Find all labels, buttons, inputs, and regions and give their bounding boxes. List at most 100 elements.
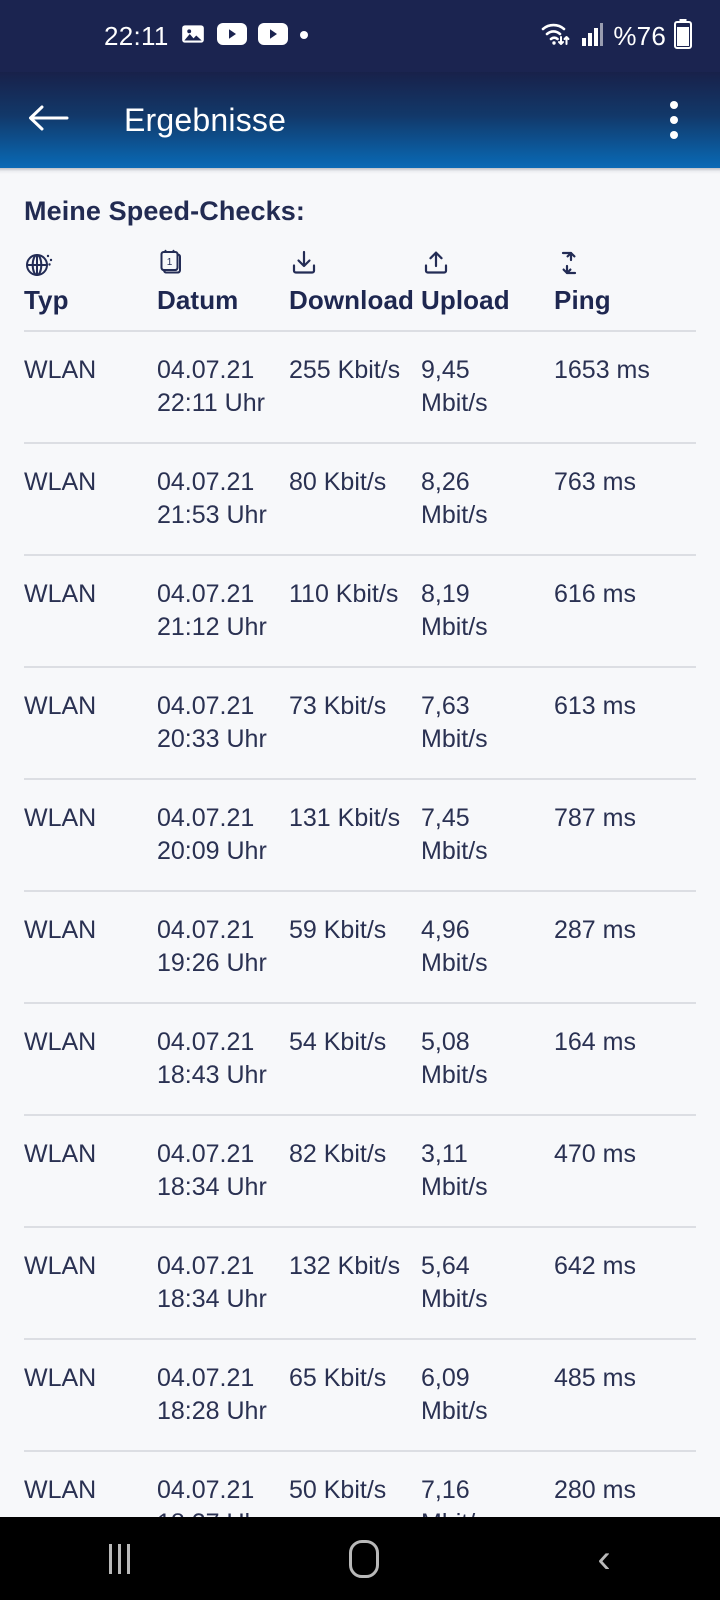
cell-upload-line2: Mbit/s bbox=[421, 949, 488, 977]
cell-download-line1: 80 Kbit/s bbox=[289, 468, 387, 496]
cell-upload-line2: Mbit/s bbox=[421, 389, 488, 417]
column-header-datum[interactable]: 1 Datum bbox=[157, 245, 289, 316]
cell-ping: 616 ms bbox=[554, 578, 696, 611]
table-row[interactable]: WLAN 04.07.21 20:33 Uhr 73 Kbit/s 7,63 Mbit/s… bbox=[0, 668, 720, 778]
status-bar-left: 22:11 bbox=[0, 21, 309, 52]
cell-upload: 7,63 Mbit/s bbox=[421, 690, 554, 756]
back-button[interactable] bbox=[0, 101, 96, 140]
row-divider bbox=[24, 666, 696, 668]
column-header-ping[interactable]: Ping bbox=[554, 245, 696, 316]
cell-upload-line1: 7,16 bbox=[421, 1476, 470, 1504]
results-table: Typ 1 Datum bbox=[0, 245, 720, 1600]
cell-typ-line1: WLAN bbox=[24, 916, 97, 944]
row-divider bbox=[24, 1450, 696, 1452]
cell-ping: 287 ms bbox=[554, 914, 696, 947]
table-row[interactable]: WLAN 04.07.21 18:34 Uhr 132 Kbit/s 5,64 Mbit/… bbox=[0, 1228, 720, 1338]
cell-upload-line1: 8,26 bbox=[421, 468, 470, 496]
cell-ping-line1: 470 ms bbox=[554, 1140, 636, 1168]
wifi-icon bbox=[539, 20, 573, 53]
table-row[interactable]: WLAN 04.07.21 18:28 Uhr 65 Kbit/s 6,09 Mbit/s… bbox=[0, 1340, 720, 1450]
home-button[interactable] bbox=[348, 1539, 379, 1578]
youtube-icon bbox=[216, 22, 247, 50]
table-row[interactable]: WLAN 04.07.21 20:09 Uhr 131 Kbit/s 7,45 Mbit/… bbox=[0, 780, 720, 890]
cell-datum-line1: 04.07.21 bbox=[157, 1252, 255, 1280]
cell-upload: 5,08 Mbit/s bbox=[421, 1026, 554, 1092]
cell-download: 54 Kbit/s bbox=[289, 1026, 421, 1059]
cell-datum-line1: 04.07.21 bbox=[157, 356, 255, 384]
table-row[interactable]: WLAN 04.07.21 19:26 Uhr 59 Kbit/s 4,96 Mbit/s… bbox=[0, 892, 720, 1002]
cell-typ: WLAN bbox=[24, 1250, 157, 1283]
column-header-label: Download bbox=[289, 285, 415, 315]
cell-upload-line2: Mbit/s bbox=[421, 501, 488, 529]
cell-typ: WLAN bbox=[24, 802, 157, 835]
cell-datum: 04.07.21 20:09 Uhr bbox=[157, 802, 289, 868]
cell-upload-line1: 9,45 bbox=[421, 356, 470, 384]
recent-apps-button[interactable] bbox=[109, 1543, 131, 1574]
cell-datum-line1: 04.07.21 bbox=[157, 1476, 255, 1504]
cell-upload-line2: Mbit/s bbox=[421, 613, 488, 641]
row-divider bbox=[24, 1338, 696, 1340]
back-chevron-icon: ‹ bbox=[597, 1536, 611, 1581]
back-nav-button[interactable]: ‹ bbox=[597, 1539, 610, 1579]
cell-ping: 787 ms bbox=[554, 802, 696, 835]
more-vertical-icon bbox=[670, 116, 678, 124]
cell-datum: 04.07.21 19:26 Uhr bbox=[157, 914, 289, 980]
cell-ping-line1: 642 ms bbox=[554, 1252, 636, 1280]
results-content: Meine Speed-Checks: bbox=[0, 174, 720, 1600]
column-header-upload[interactable]: Upload bbox=[421, 245, 554, 316]
cell-typ: WLAN bbox=[24, 354, 157, 387]
cell-typ-line1: WLAN bbox=[24, 580, 97, 608]
cell-ping: 470 ms bbox=[554, 1138, 696, 1171]
cell-ping-line1: 616 ms bbox=[554, 580, 636, 608]
cell-datum-line2: 18:34 Uhr bbox=[157, 1173, 267, 1201]
column-header-label: Ping bbox=[554, 285, 611, 315]
cell-datum-line1: 04.07.21 bbox=[157, 1028, 255, 1056]
system-navigation-bar: ‹ bbox=[0, 1517, 720, 1600]
cell-typ-line1: WLAN bbox=[24, 1140, 97, 1168]
cell-download: 131 Kbit/s bbox=[289, 802, 421, 835]
column-header-download[interactable]: Download bbox=[289, 245, 421, 316]
table-row[interactable]: WLAN 04.07.21 18:43 Uhr 54 Kbit/s 5,08 Mbit/s… bbox=[0, 1004, 720, 1114]
overflow-menu-button[interactable] bbox=[646, 92, 702, 148]
cell-upload-line1: 5,08 bbox=[421, 1028, 470, 1056]
cell-download-line1: 73 Kbit/s bbox=[289, 692, 387, 720]
row-divider bbox=[24, 1002, 696, 1004]
column-header-label: Upload bbox=[421, 285, 510, 315]
cell-upload: 8,26 Mbit/s bbox=[421, 466, 554, 532]
cell-ping-line1: 485 ms bbox=[554, 1364, 636, 1392]
cell-download-line1: 82 Kbit/s bbox=[289, 1140, 387, 1168]
status-bar: 22:11 bbox=[0, 0, 720, 72]
cell-download: 73 Kbit/s bbox=[289, 690, 421, 723]
more-vertical-icon bbox=[670, 131, 678, 139]
column-header-typ[interactable]: Typ bbox=[24, 245, 157, 316]
cell-upload-line1: 3,11 bbox=[421, 1140, 468, 1168]
cell-download: 80 Kbit/s bbox=[289, 466, 421, 499]
table-row[interactable]: WLAN 04.07.21 21:12 Uhr 110 Kbit/s 8,19 Mbit/… bbox=[0, 556, 720, 666]
cell-upload-line1: 7,63 bbox=[421, 692, 470, 720]
cell-ping-line1: 280 ms bbox=[554, 1476, 636, 1504]
cell-download: 82 Kbit/s bbox=[289, 1138, 421, 1171]
cell-download: 132 Kbit/s bbox=[289, 1250, 421, 1283]
page-title: Ergebnisse bbox=[124, 101, 287, 138]
cell-download-line1: 255 Kbit/s bbox=[289, 356, 401, 384]
cell-datum-line2: 18:43 Uhr bbox=[157, 1061, 267, 1089]
cell-download: 110 Kbit/s bbox=[289, 578, 421, 611]
cell-upload: 9,45 Mbit/s bbox=[421, 354, 554, 420]
cell-typ: WLAN bbox=[24, 1026, 157, 1059]
battery-icon bbox=[674, 18, 692, 54]
cell-upload-line1: 8,19 bbox=[421, 580, 470, 608]
cell-ping: 642 ms bbox=[554, 1250, 696, 1283]
cell-datum-line1: 04.07.21 bbox=[157, 804, 255, 832]
cell-datum: 04.07.21 18:43 Uhr bbox=[157, 1026, 289, 1092]
row-divider bbox=[24, 778, 696, 780]
cell-typ: WLAN bbox=[24, 914, 157, 947]
table-row[interactable]: WLAN 04.07.21 21:53 Uhr 80 Kbit/s 8,26 Mbit/s… bbox=[0, 444, 720, 554]
cell-datum-line1: 04.07.21 bbox=[157, 1140, 255, 1168]
cell-upload-line2: Mbit/s bbox=[421, 1173, 488, 1201]
status-bar-right: %76 bbox=[539, 18, 692, 54]
table-row[interactable]: WLAN 04.07.21 22:11 Uhr 255 Kbit/s 9,45 Mbit/… bbox=[0, 332, 720, 442]
cell-datum: 04.07.21 20:33 Uhr bbox=[157, 690, 289, 756]
table-row[interactable]: WLAN 04.07.21 18:34 Uhr 82 Kbit/s 3,11 Mbit/s… bbox=[0, 1116, 720, 1226]
image-icon bbox=[180, 21, 206, 52]
